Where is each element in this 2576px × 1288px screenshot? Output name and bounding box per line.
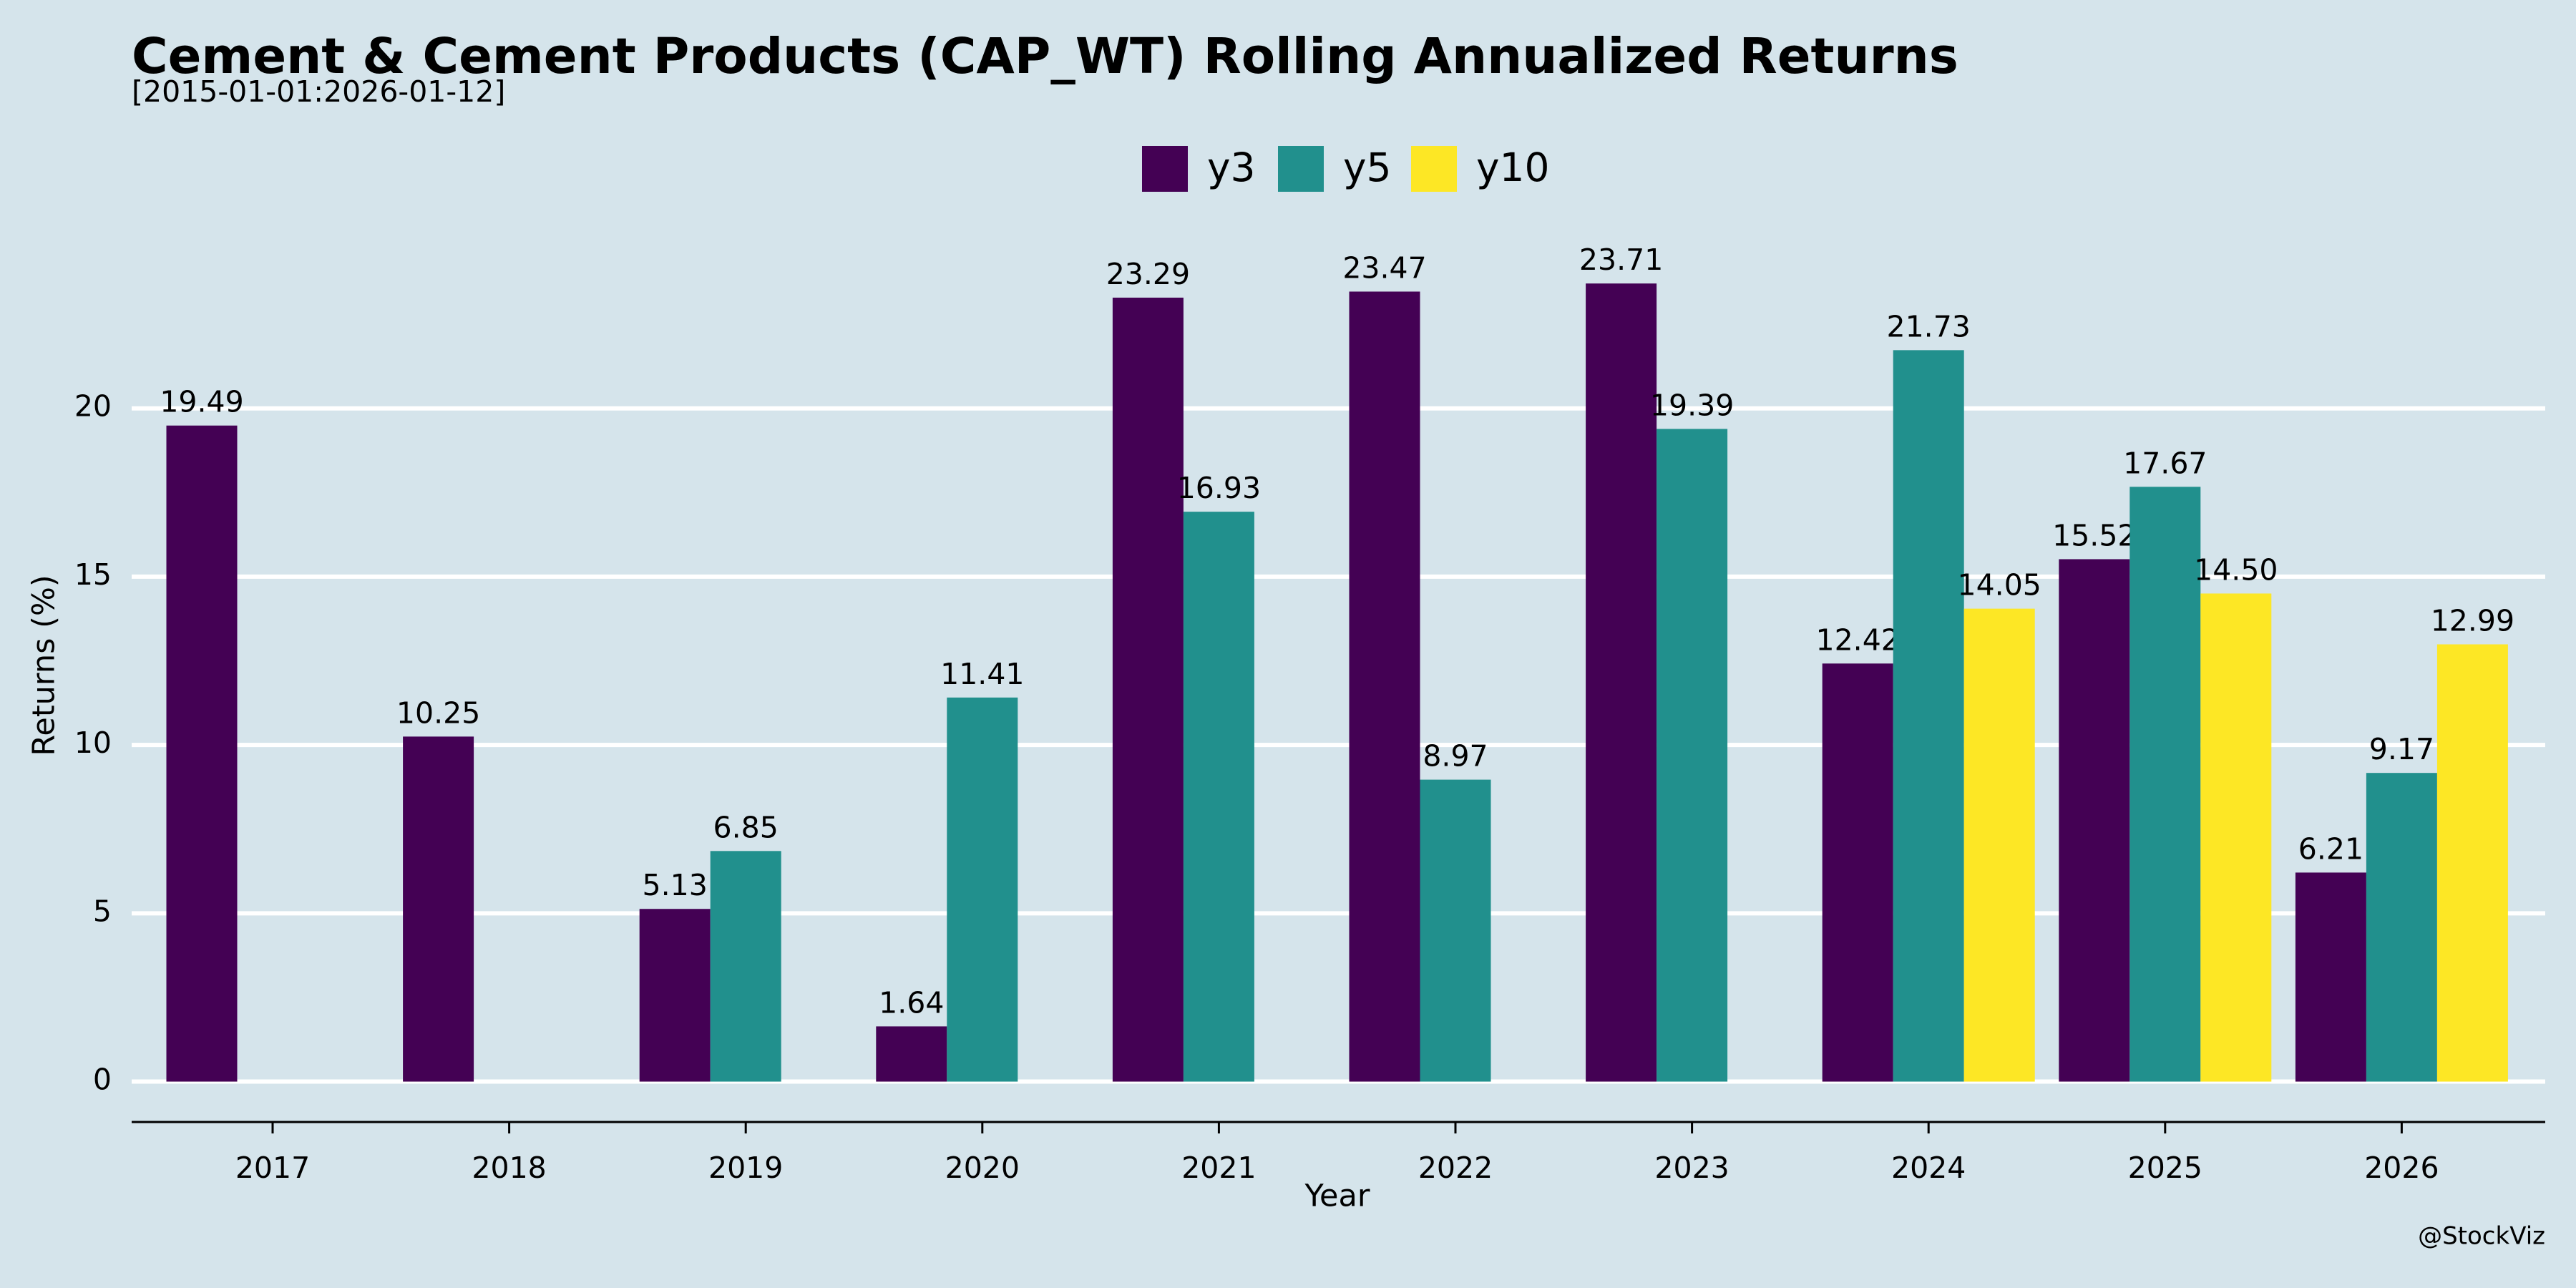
legend-label: y3 (1207, 145, 1256, 190)
bar (403, 736, 474, 1082)
data-label: 6.85 (713, 810, 779, 844)
legend-swatch (1142, 146, 1188, 192)
legend-label: y5 (1343, 145, 1392, 190)
data-label: 16.93 (1177, 471, 1261, 505)
bar (2200, 593, 2272, 1082)
legend-label: y10 (1476, 145, 1550, 190)
y-tick-label: 20 (74, 389, 112, 424)
watermark: @StockViz (2418, 1222, 2545, 1251)
data-label: 17.67 (2123, 446, 2207, 480)
x-tick-label: 2022 (1418, 1151, 1493, 1185)
data-label: 23.47 (1342, 250, 1426, 285)
bar (2366, 773, 2437, 1082)
data-label: 15.52 (2052, 518, 2136, 552)
bar (2129, 487, 2201, 1082)
data-label: 9.17 (2369, 732, 2434, 766)
bar (1963, 608, 2035, 1082)
bar (1586, 283, 1657, 1082)
y-tick-label: 15 (74, 557, 112, 592)
bar (1822, 663, 1893, 1082)
bar (166, 425, 238, 1082)
y-tick-label: 10 (74, 726, 112, 760)
data-label: 11.41 (940, 657, 1024, 691)
bar (710, 851, 781, 1082)
bar (947, 697, 1018, 1082)
bar (1893, 350, 1964, 1082)
data-label: 23.29 (1106, 257, 1190, 291)
data-label: 12.99 (2431, 603, 2514, 638)
x-tick-label: 2021 (1181, 1151, 1256, 1185)
bar (1183, 512, 1254, 1082)
x-tick-label: 2025 (2128, 1151, 2202, 1185)
x-tick-label: 2018 (472, 1151, 546, 1185)
data-label: 6.21 (2298, 831, 2363, 866)
x-tick-label: 2026 (2364, 1151, 2439, 1185)
y-tick-label: 5 (93, 894, 112, 928)
bar (1112, 297, 1184, 1082)
bar (2059, 559, 2130, 1082)
chart-subtitle: [2015-01-01:2026-01-12] (132, 74, 505, 109)
chart-title: Cement & Cement Products (CAP_WT) Rollin… (132, 28, 1958, 85)
bar (2295, 872, 2366, 1082)
bar (876, 1026, 947, 1082)
x-tick-label: 2024 (1891, 1151, 1966, 1185)
data-label: 1.64 (879, 985, 944, 1020)
data-label: 21.73 (1887, 309, 1971, 343)
x-axis-label: Year (1304, 1179, 1370, 1214)
x-tick-label: 2017 (235, 1151, 310, 1185)
data-label: 10.25 (396, 696, 480, 730)
x-tick-label: 2019 (708, 1151, 783, 1185)
data-label: 14.50 (2194, 552, 2278, 587)
y-axis-label: Returns (%) (26, 575, 62, 756)
bar (1657, 429, 1728, 1082)
x-tick-label: 2023 (1654, 1151, 1729, 1185)
data-label: 19.49 (160, 385, 243, 419)
bar (639, 909, 711, 1082)
data-label: 23.71 (1579, 243, 1663, 277)
legend-swatch (1411, 146, 1457, 192)
data-label: 14.05 (1958, 568, 2041, 602)
y-tick-label: 0 (93, 1063, 112, 1097)
bar (1349, 291, 1420, 1082)
x-tick-label: 2020 (945, 1151, 1020, 1185)
data-label: 5.13 (643, 868, 708, 902)
data-label: 19.39 (1650, 388, 1734, 422)
bar (1420, 779, 1491, 1082)
bar (2436, 644, 2508, 1082)
legend-swatch (1278, 146, 1324, 192)
data-label: 8.97 (1423, 739, 1488, 774)
data-label: 12.42 (1816, 623, 1900, 657)
